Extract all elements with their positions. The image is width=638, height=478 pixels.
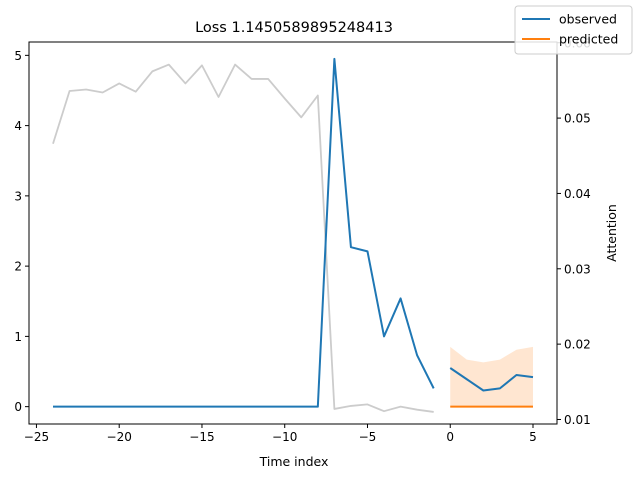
y-axis-left: 0 1 2 3 4 5 [14,49,29,414]
x-tick-label: −15 [189,430,214,444]
legend-label-observed: observed [559,12,617,27]
y2-tick-label: 0.01 [564,413,591,427]
y2-axis-label: Attention [604,204,619,262]
chart-title: Loss 1.1450589895248413 [195,20,393,36]
x-tick-label: −5 [359,430,377,444]
y2-tick-label: 0.04 [564,187,591,201]
y-tick-label: 4 [14,119,22,133]
x-axis-label: Time index [259,454,329,469]
y-axis-right: 0.010.020.030.040.050.06 [557,36,591,427]
observed-line-segment-1 [449,367,534,392]
x-tick-label: −20 [107,430,132,444]
y2-tick-label: 0.05 [564,112,591,126]
x-tick-label: −10 [272,430,297,444]
x-tick-label: −25 [24,430,49,444]
y-tick-label: 3 [14,189,22,203]
y-tick-label: 2 [14,260,22,274]
x-axis: −25 −20 −15 −10 −5 0 5 [24,424,537,444]
x-tick-label: 0 [446,430,454,444]
y-tick-label: 0 [14,400,22,414]
legend: observed predicted [514,5,633,55]
y-tick-label: 1 [14,330,22,344]
axes-frame [28,41,558,425]
plot-area [52,57,534,413]
y2-tick-label: 0.02 [564,338,591,352]
prediction-band [450,346,533,407]
y2-tick-label: 0.03 [564,262,591,276]
observed-line-segment-0 [53,57,435,408]
y-tick-label: 5 [14,49,22,63]
attention-line [52,63,434,413]
x-tick-label: 5 [529,430,537,444]
legend-label-predicted: predicted [559,32,618,47]
